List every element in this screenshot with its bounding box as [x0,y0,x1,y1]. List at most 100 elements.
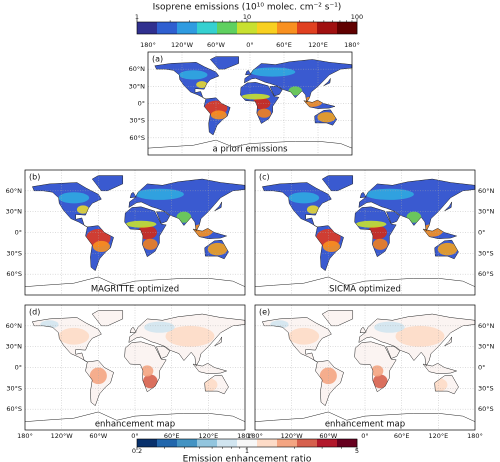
map-panel: (b) MAGRITTE optimized 60°N 30°N 0° 30°S 60°S [6,169,246,296]
panel-caption: a priori emissions [212,145,288,155]
lon-label: 60°W [89,432,108,440]
colorbar-segment [197,22,218,34]
coastline [128,313,246,367]
field-patch [142,238,158,250]
field-patch [58,192,90,204]
lat-label: 30°N [129,82,146,90]
coastline [128,178,246,232]
colorbar-segment [157,22,178,34]
colorbar-segment [317,439,338,447]
coastline [314,109,338,126]
field-patch [322,240,340,252]
coastline [214,201,223,212]
coastline [85,225,114,272]
colorbar-segment [257,22,278,34]
lon-label: 180° [247,432,263,440]
lat-label: 60°N [6,187,23,195]
panel-label: (c) [259,173,270,182]
colorbar-segment [337,22,358,34]
lat-label: 60°N [129,65,146,73]
coastline [129,326,137,334]
lat-label: 30°N [478,208,495,216]
colorbar-segment [317,22,338,34]
coastline [358,313,476,367]
coastline [434,374,459,395]
colorbar-segment [157,439,178,447]
coastline [31,317,102,363]
panel-caption: enhancement map [325,420,405,430]
map-frame [147,51,353,156]
field-patch [135,188,184,200]
colorbar-segment [137,439,158,447]
map-frame [24,169,246,296]
field-patch [395,325,445,347]
panel-caption: SICMA optimized [329,285,401,295]
lat-label: 30°S [6,249,22,257]
field-patch [241,93,270,100]
coastline [323,78,331,86]
coastline [124,341,167,393]
coastline [254,276,476,287]
lon-label: 60°W [207,41,226,49]
lat-label: 60°N [6,322,23,330]
field-patch [317,112,336,123]
coastline [240,82,280,124]
colorbar-tick-label: 10 [243,13,251,21]
field-patch [165,325,215,347]
map-panel: (d) enhancement map 60°N 30°N 0° 30°S 60°S 180°… [6,304,253,440]
lon-label: 120°E [428,432,448,440]
colorbar-title: Emission enhancement ratio [183,455,312,462]
lat-label: 60°S [6,405,22,413]
field-patch [288,192,320,204]
panel-caption: MAGRITTE optimized [91,285,179,295]
panel-label: (e) [259,308,270,317]
coastline [209,56,239,70]
lon-label: 120°W [171,41,194,49]
field-patch [179,70,208,80]
lon-label: 120°E [198,432,218,440]
panel-caption: enhancement map [95,420,175,430]
colorbar-segment [337,439,358,447]
coastline [422,363,458,375]
colorbar-segment [277,22,298,34]
lat-label: 60°N [478,322,495,330]
lon-label: 180° [140,41,156,49]
colorbar-segment [257,439,278,447]
panel-label: (a) [152,55,163,64]
field-patch [144,321,175,333]
lat-label: 60°S [478,405,494,413]
coastline [261,317,332,363]
lat-label: 0° [15,229,22,237]
coastline [204,239,229,260]
lat-label: 60°S [129,134,145,142]
field-patch [374,321,405,333]
lat-label: 30°S [6,384,22,392]
field-patch [58,327,90,345]
colorbar-segment [217,439,238,447]
coastline [358,178,476,232]
map-frame [254,169,476,296]
lat-label: 0° [15,364,22,372]
lat-label: 30°N [6,208,23,216]
coastline [129,191,137,199]
field-patch [249,67,296,77]
coastline [303,99,336,109]
map-panel: (e) enhancement map 60°N 30°N 0° 30°S 60°S 180°… [247,304,495,440]
lon-label: 180° [237,432,253,440]
lat-label: 60°S [6,270,22,278]
lon-label: 180° [17,432,33,440]
panel-label: (b) [29,173,40,182]
map-panel: (c) SICMA optimized 60°N 30°N 0° 30°S 60°S [254,169,495,296]
colorbar-tick-label: 1 [245,447,249,455]
colorbar-segment [297,22,318,34]
field-patch [210,110,227,120]
coastline [244,59,353,104]
coastline [245,69,252,76]
coastline [24,276,246,287]
coastline [203,97,231,136]
coastline [444,336,453,347]
colorbar-segment [177,22,198,34]
colorbar-segment [237,439,258,447]
lat-label: 30°S [478,249,494,257]
colorbar-title: Isoprene emissions (10¹⁰ molec. cm⁻² s⁻¹… [153,3,342,13]
